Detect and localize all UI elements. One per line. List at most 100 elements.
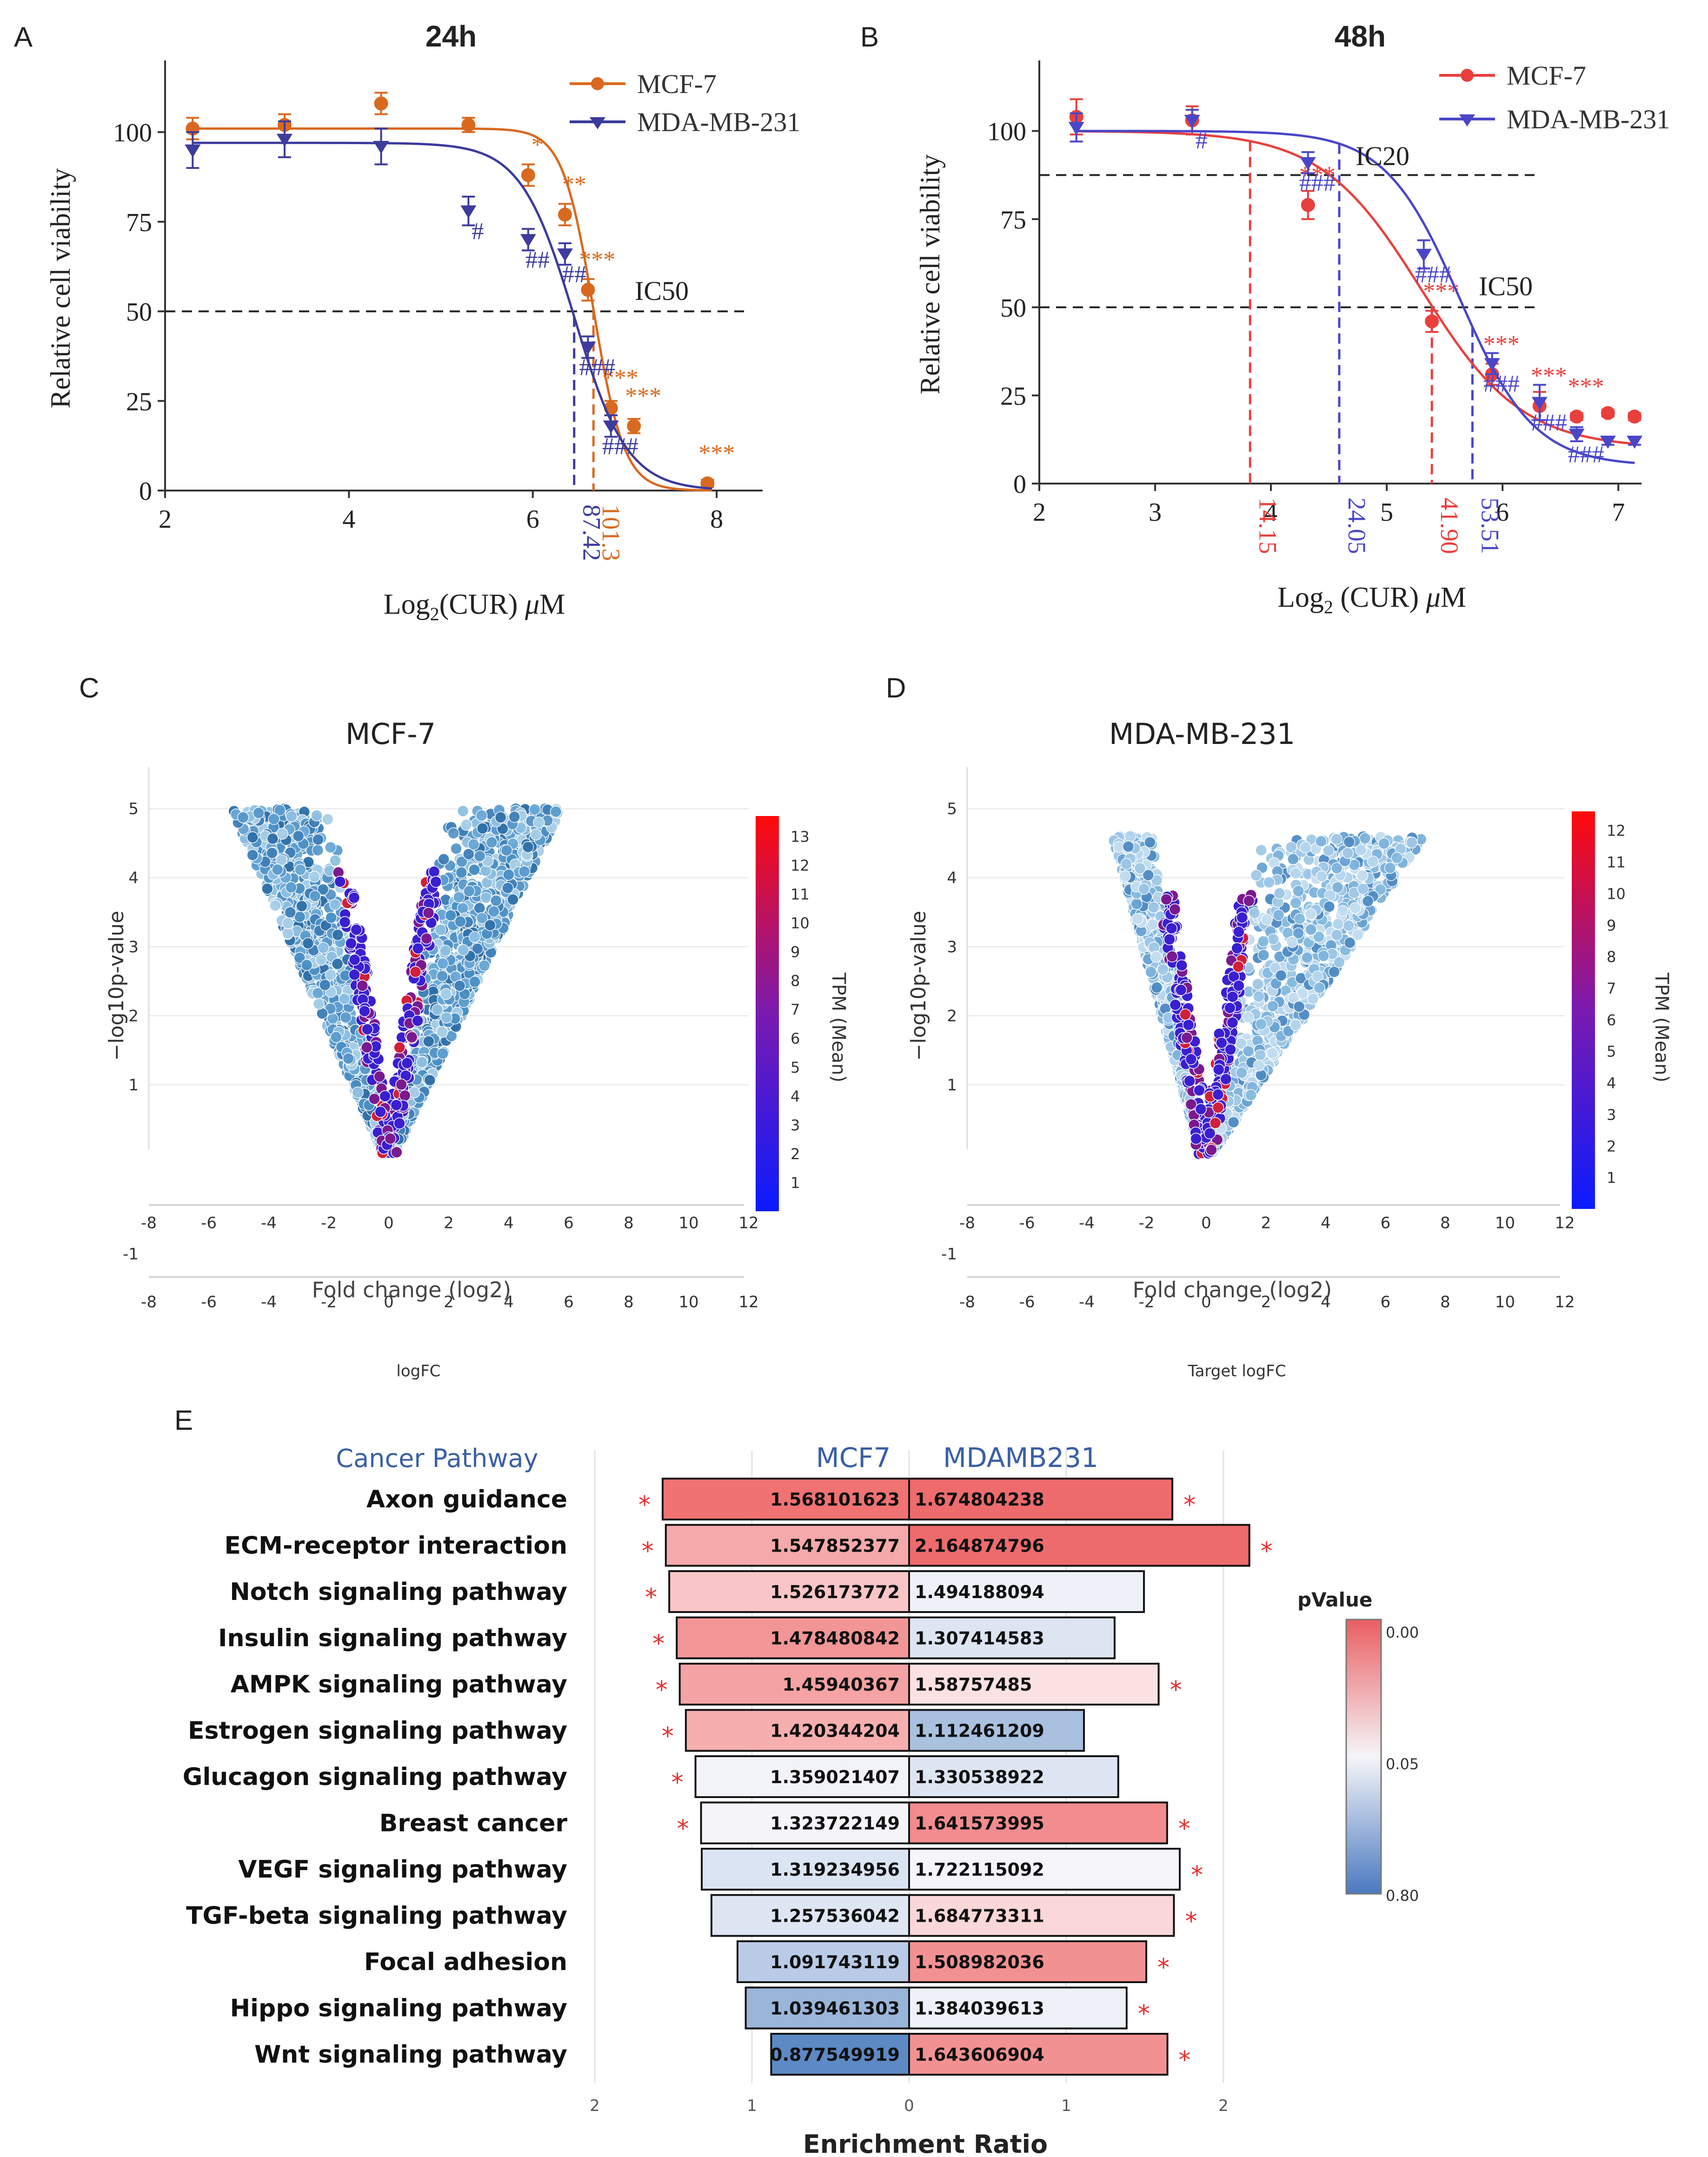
gene-point-high-tpm	[1213, 1063, 1225, 1076]
gene-point	[485, 836, 498, 849]
gene-point	[1355, 844, 1367, 856]
gene-point	[1336, 905, 1349, 917]
significance-mark: ###	[1483, 371, 1520, 397]
gene-point	[473, 902, 486, 914]
gene-point	[1134, 862, 1146, 875]
gene-point-high-tpm	[361, 1023, 373, 1035]
data-point	[1601, 406, 1615, 420]
legend-marker-mda	[590, 117, 605, 129]
y-tick-label: 3	[128, 938, 139, 956]
gene-point	[508, 810, 521, 823]
gene-point	[321, 813, 334, 825]
gene-point	[1120, 858, 1132, 870]
gene-point	[476, 912, 488, 924]
gene-point	[1362, 895, 1374, 907]
gene-point-high-tpm	[1243, 895, 1255, 907]
ic-value-label: 41.90	[1436, 498, 1463, 554]
x-tick-label-lower: 10	[1495, 1293, 1515, 1312]
bar-label-mcf7: 1.478480842	[770, 1628, 900, 1649]
gene-point	[1292, 885, 1304, 897]
gene-point	[1359, 832, 1371, 844]
pathway-label: Axon guidance	[366, 1486, 567, 1513]
sig-mark-mda: *	[1179, 2046, 1191, 2074]
legend-label-mda-48: MDA-MB-231	[1507, 104, 1670, 134]
bar-label-mda: 2.164874796	[915, 1536, 1044, 1556]
panel-b-legend: MCF-7 MDA-MB-231	[1439, 60, 1670, 134]
significance-mark: ###	[602, 433, 638, 459]
significance-mark: ***	[602, 365, 638, 392]
gene-point	[1406, 836, 1418, 849]
panel-a-ylabel: Relative cell viability	[45, 168, 76, 409]
gene-point	[1286, 936, 1298, 948]
data-point	[1301, 198, 1315, 212]
panel-a-letter: A	[14, 21, 33, 53]
y-tick-label: 4	[128, 869, 139, 888]
gene-point	[324, 841, 337, 854]
gene-point	[436, 970, 448, 982]
gene-point-high-tpm	[1183, 1075, 1196, 1087]
gene-point	[500, 844, 513, 856]
sig-mark-mda: *	[1191, 1861, 1203, 1889]
gene-point	[503, 869, 515, 881]
x-tick-label: -2	[1139, 1214, 1155, 1233]
panel-c: C MCF-7 -112345-8-8-6-6-4-4-2-2002244668…	[79, 672, 849, 1380]
gene-point	[237, 811, 249, 823]
ic-value-label: 53.51	[1476, 498, 1504, 554]
panel-d-ylabel: −log10p-value	[907, 911, 930, 1061]
colorbar-tick-label: 11	[791, 886, 810, 903]
sig-mark-mda: *	[1138, 2000, 1150, 2028]
gene-point	[312, 833, 324, 846]
gene-point-high-tpm	[412, 942, 424, 955]
x-tick-label-lower: 12	[1555, 1293, 1575, 1312]
gene-point	[246, 831, 259, 843]
x-tick-label: 12	[738, 1214, 758, 1233]
gene-point	[1342, 847, 1354, 859]
x-tick-label-lower: 6	[564, 1293, 574, 1312]
gene-point	[453, 891, 465, 903]
gene-point	[296, 900, 308, 912]
gene-point-high-tpm	[1181, 1032, 1193, 1044]
gene-point	[1253, 1059, 1265, 1072]
colorbar-tick-label: 8	[791, 972, 800, 990]
gene-point	[502, 882, 514, 894]
y-tick-label: -1	[123, 1245, 139, 1264]
gene-point-high-tpm	[1185, 1053, 1197, 1065]
y-tick-label: 0	[139, 477, 152, 506]
gene-point	[1144, 836, 1156, 849]
pathway-label: Hippo signaling pathway	[230, 1995, 567, 2023]
panel-d-xlabel: Fold change (log2)	[1133, 1277, 1332, 1302]
panel-d-title: MDA-MB-231	[1109, 717, 1295, 751]
y-tick-label: 1	[128, 1076, 139, 1095]
colorbar-tick-label: 13	[791, 828, 810, 845]
gene-point	[1293, 1001, 1305, 1013]
sig-mark-mcf7: *	[642, 1538, 654, 1566]
gene-point-high-tpm	[345, 937, 357, 949]
data-point	[277, 133, 292, 147]
colorbar-tick-label: 10	[1607, 885, 1626, 903]
colorbar-tick-label: 9	[791, 943, 800, 961]
x-tick-label-lower: 4	[504, 1293, 514, 1312]
gene-point	[1242, 1011, 1255, 1023]
x-tick-label: 12	[1555, 1214, 1575, 1233]
gene-point	[1253, 990, 1265, 1002]
gene-point-high-tpm	[384, 1133, 397, 1145]
panel-c-letter: C	[79, 672, 99, 704]
sig-mark-mda: *	[1170, 1676, 1182, 1704]
gene-point	[284, 906, 296, 918]
gene-point	[1328, 966, 1340, 978]
gene-point	[1242, 1045, 1255, 1057]
gene-point	[293, 952, 306, 964]
gene-point	[460, 819, 472, 831]
pvalue-tick-2: 0.80	[1386, 1887, 1419, 1905]
gene-point	[261, 883, 273, 895]
x-tick-label: 4	[1264, 498, 1277, 527]
gene-point	[1343, 936, 1356, 949]
sig-mark-mda: *	[1261, 1538, 1273, 1566]
panel-a-title: 24h	[425, 20, 477, 53]
y-tick-label: 2	[128, 1007, 139, 1026]
y-tick-label: 0	[1013, 470, 1026, 499]
gene-point-high-tpm	[1193, 1084, 1205, 1096]
gene-point	[438, 853, 450, 865]
